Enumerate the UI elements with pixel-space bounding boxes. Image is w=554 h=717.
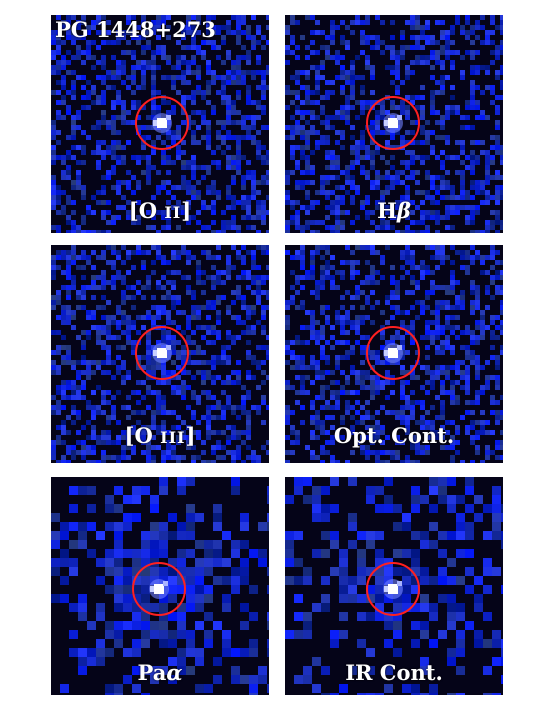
panel-paalpha: Paα — [51, 477, 269, 695]
panel-optcont: Opt. Cont. — [285, 245, 503, 463]
label-oii: [O II] — [128, 198, 192, 223]
image-oii — [51, 15, 269, 233]
panel-ircont: IR Cont. — [285, 477, 503, 695]
image-oiii — [51, 245, 269, 463]
panel-hbeta: Hβ — [285, 15, 503, 233]
label-optcont: Opt. Cont. — [333, 423, 455, 448]
label-ircont: IR Cont. — [345, 660, 443, 685]
image-ircont — [285, 477, 503, 695]
figure-title: PG 1448+273 — [55, 17, 216, 42]
image-hbeta — [285, 15, 503, 233]
panel-oii: [O II] PG 1448+273 — [51, 15, 269, 233]
panel-oiii: [O III] — [51, 245, 269, 463]
label-oiii: [O III] — [124, 423, 196, 448]
label-paalpha: Paα — [137, 660, 183, 685]
image-paalpha — [51, 477, 269, 695]
label-hbeta: Hβ — [377, 198, 411, 223]
image-optcont — [285, 245, 503, 463]
